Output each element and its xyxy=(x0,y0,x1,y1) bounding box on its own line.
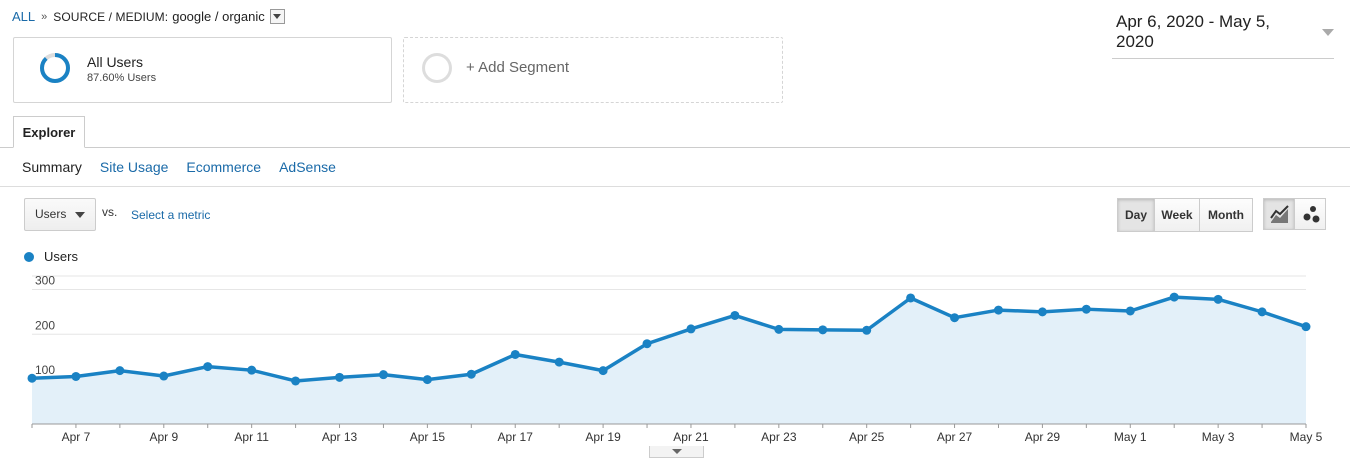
data-point[interactable] xyxy=(291,376,301,386)
segment-all-users[interactable]: All Users 87.60% Users xyxy=(13,37,392,103)
data-point[interactable] xyxy=(247,365,257,375)
line-chart-button[interactable] xyxy=(1263,198,1295,230)
data-point[interactable] xyxy=(335,372,345,382)
data-point[interactable] xyxy=(1125,306,1135,316)
vs-label: vs. xyxy=(102,205,118,219)
metric-select[interactable]: Users xyxy=(24,198,96,231)
data-point[interactable] xyxy=(686,324,696,334)
subtab-site-usage[interactable]: Site Usage xyxy=(99,159,169,175)
breadcrumb-all-link[interactable]: ALL xyxy=(12,9,36,24)
x-tick-label: Apr 11 xyxy=(234,430,269,444)
date-range-picker[interactable]: Apr 6, 2020 - May 5, 2020 xyxy=(1112,10,1334,59)
date-range-label: Apr 6, 2020 - May 5, 2020 xyxy=(1116,12,1271,51)
empty-ring-icon xyxy=(422,53,452,83)
y-tick-label: 100 xyxy=(35,363,55,377)
data-point[interactable] xyxy=(27,373,37,383)
segment-subtitle: 87.60% Users xyxy=(87,72,157,84)
data-point[interactable] xyxy=(203,362,213,372)
add-segment-button[interactable]: + Add Segment xyxy=(403,37,783,103)
chart-expand-handle[interactable] xyxy=(649,446,704,458)
subtab-summary[interactable]: Summary xyxy=(22,159,82,175)
bubble-chart-icon xyxy=(1303,206,1320,223)
data-point[interactable] xyxy=(1301,322,1311,332)
x-tick-label: Apr 25 xyxy=(849,430,885,444)
select-metric-link[interactable]: Select a metric xyxy=(131,208,211,222)
line-chart-icon xyxy=(1270,205,1289,223)
data-point[interactable] xyxy=(422,375,432,385)
dimension-dropdown-icon[interactable] xyxy=(269,9,285,24)
y-tick-label: 300 xyxy=(35,273,55,287)
dimension-label: SOURCE / MEDIUM: xyxy=(53,9,169,24)
data-point[interactable] xyxy=(862,325,872,335)
x-tick-label: Apr 15 xyxy=(410,430,446,444)
data-point[interactable] xyxy=(950,313,960,323)
day-button[interactable]: Day xyxy=(1117,198,1155,232)
subtab-bar: Summary Site Usage Ecommerce AdSense xyxy=(22,159,354,175)
users-line-chart: 100 200 300 Apr 7 Apr 9 Apr 11 Apr 13 Apr 15 Apr… xyxy=(27,273,1323,444)
x-tick-label: Apr 29 xyxy=(1025,430,1061,444)
data-point[interactable] xyxy=(1257,307,1267,317)
breadcrumb-separator: » xyxy=(41,10,48,23)
series-line-users xyxy=(31,295,1307,383)
data-point[interactable] xyxy=(159,371,169,381)
legend-label: Users xyxy=(44,249,78,264)
x-tick-label: May 5 xyxy=(1290,430,1323,444)
dimension-value: google / organic xyxy=(172,9,265,24)
chevron-down-icon xyxy=(1322,28,1334,36)
data-point[interactable] xyxy=(774,324,784,334)
x-tick-label: Apr 9 xyxy=(149,430,178,444)
legend-dot-icon xyxy=(24,251,34,262)
subtab-adsense[interactable]: AdSense xyxy=(279,159,336,175)
series-area xyxy=(32,297,1306,424)
data-point[interactable] xyxy=(642,339,652,349)
tab-explorer[interactable]: Explorer xyxy=(13,116,85,148)
data-point[interactable] xyxy=(1213,294,1223,304)
data-point[interactable] xyxy=(466,369,476,379)
data-point[interactable] xyxy=(378,370,388,380)
data-point[interactable] xyxy=(598,366,608,376)
chart-legend: Users xyxy=(24,249,78,264)
tab-divider xyxy=(0,147,1350,148)
x-tick-label: Apr 7 xyxy=(62,430,91,444)
data-point[interactable] xyxy=(554,357,564,367)
data-point[interactable] xyxy=(906,293,916,303)
data-point[interactable] xyxy=(993,305,1003,315)
data-point[interactable] xyxy=(510,349,520,359)
data-point[interactable] xyxy=(1081,304,1091,314)
data-point[interactable] xyxy=(71,371,81,381)
subtab-ecommerce[interactable]: Ecommerce xyxy=(186,159,262,175)
x-tick-label: Apr 17 xyxy=(498,430,534,444)
granularity-buttons: Day Week Month xyxy=(1117,198,1253,232)
data-point[interactable] xyxy=(1169,292,1179,302)
x-tick-label: Apr 19 xyxy=(585,430,621,444)
x-tick-label: Apr 13 xyxy=(322,430,358,444)
data-point[interactable] xyxy=(730,310,740,320)
data-point[interactable] xyxy=(1037,307,1047,317)
segment-title: All Users xyxy=(87,54,144,70)
x-tick-label: Apr 23 xyxy=(761,430,797,444)
motion-chart-button[interactable] xyxy=(1294,198,1326,230)
data-point[interactable] xyxy=(115,366,125,376)
x-tick-label: May 3 xyxy=(1202,430,1235,444)
subtab-divider xyxy=(0,186,1350,187)
data-point[interactable] xyxy=(818,325,828,335)
segment-ring-icon xyxy=(40,53,70,83)
breadcrumb: ALL » SOURCE / MEDIUM: google / organic xyxy=(12,9,285,24)
y-tick-label: 200 xyxy=(35,318,55,332)
x-tick-label: Apr 27 xyxy=(937,430,973,444)
chevron-down-icon xyxy=(75,212,85,218)
month-button[interactable]: Month xyxy=(1199,198,1253,232)
chart-type-buttons xyxy=(1263,198,1326,230)
x-tick-label: Apr 21 xyxy=(673,430,709,444)
x-tick-label: May 1 xyxy=(1114,430,1147,444)
metric-select-value: Users xyxy=(35,207,67,221)
add-segment-label: + Add Segment xyxy=(466,59,569,76)
week-button[interactable]: Week xyxy=(1154,198,1200,232)
